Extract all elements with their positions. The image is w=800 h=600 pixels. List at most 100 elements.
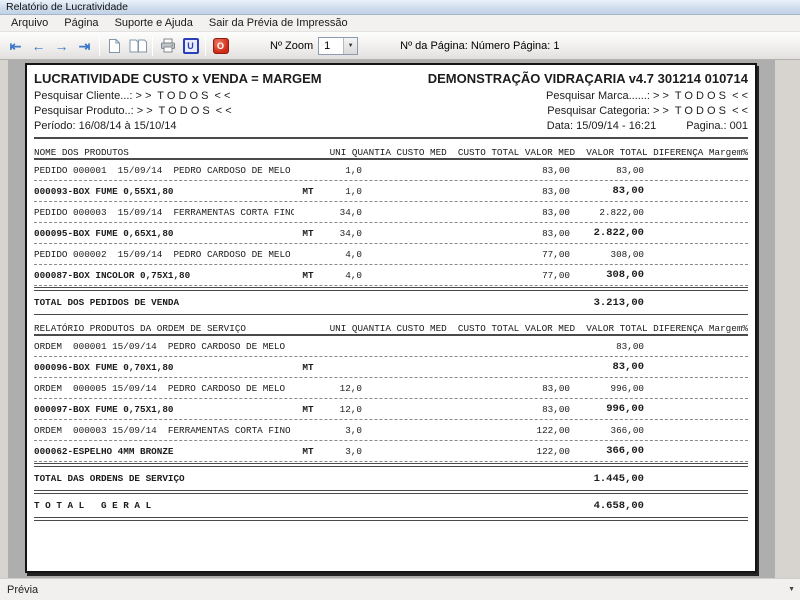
menu-arquivo[interactable]: Arquivo — [11, 17, 49, 29]
table-row: PEDIDO 000002 15/09/14 PEDRO CARDOSO DE … — [34, 244, 748, 265]
table-row: 000095-BOX FUME 0,65X1,80 MT 34,0 83,00 2.82… — [34, 223, 748, 244]
zoom-label: Nº Zoom — [270, 39, 314, 52]
filter-categoria: Pesquisar Categoria: > > T O D O S < < — [547, 105, 748, 117]
cell-uni: MT — [302, 445, 314, 457]
header-underline — [34, 334, 748, 336]
filter-cliente: Pesquisar Cliente...: > > T O D O S < < — [34, 90, 231, 102]
cell-quantia: 12,0 — [339, 403, 362, 415]
zoom-select[interactable]: 1 ▼ — [318, 36, 359, 55]
logo-u-icon: U — [182, 37, 199, 54]
cell-quantia: 34,0 — [339, 206, 362, 218]
cell-valor-total: 308,00 — [606, 269, 644, 281]
status-chevron-down-icon[interactable]: ▼ — [788, 586, 795, 593]
cell-valor-total: 83,00 — [612, 185, 644, 197]
filter-row-2: Pesquisar Produto..: > > T O D O S < < P… — [34, 104, 748, 119]
cell-valor-med: 77,00 — [542, 269, 570, 281]
menu-bar: Arquivo Página Suporte e Ajuda Sair da P… — [0, 15, 800, 32]
cell-uni: MT — [302, 269, 314, 281]
cell-uni: MT — [302, 403, 314, 415]
cell-product-name: ORDEM 000005 15/09/14 PEDRO CARDOSO DE M… — [34, 382, 286, 394]
toolbar-separator — [152, 35, 153, 56]
total-separator — [34, 287, 748, 291]
cell-valor-total: 366,00 — [610, 424, 644, 436]
menu-pagina[interactable]: Página — [64, 17, 99, 29]
header-underline — [34, 158, 748, 160]
last-page-button[interactable]: ⇥ — [73, 35, 96, 57]
cell-product-name: 000096-BOX FUME 0,70X1,80 — [34, 361, 174, 373]
cell-valor-total: 83,00 — [616, 340, 644, 352]
cell-valor-total: 996,00 — [606, 403, 644, 415]
cell-valor-med: 77,00 — [542, 248, 570, 260]
print-icon — [160, 38, 175, 53]
cell-valor-med: 122,00 — [536, 445, 570, 457]
report-title-row: LUCRATIVIDADE CUSTO x VENDA = MARGEM DEM… — [34, 71, 748, 86]
cell-product-name: ORDEM 000003 15/09/14 FERRAMENTAS CORTA … — [34, 424, 291, 436]
cell-product-name: PEDIDO 000002 15/09/14 PEDRO CARDOSO DE … — [34, 248, 291, 260]
cell-product-name: 000062-ESPELHO 4MM BRONZE — [34, 445, 174, 457]
menu-sair-da-previa[interactable]: Sair da Prévia de Impressão — [208, 17, 348, 29]
table-header-row: RELATÓRIO PRODUTOS DA ORDEM DE SERVIÇO UN… — [34, 319, 748, 334]
last-page-icon: ⇥ — [78, 37, 91, 54]
previous-page-button[interactable]: ← — [27, 35, 50, 57]
cell-uni: MT — [302, 185, 314, 197]
column-headers: UNI QUANTIA CUSTO MED CUSTO TOTAL VALOR … — [329, 323, 748, 334]
cell-valor-med: 83,00 — [542, 227, 570, 239]
table-row: 000097-BOX FUME 0,75X1,80 MT 12,0 83,00 996,… — [34, 399, 748, 420]
next-page-button[interactable]: → — [50, 35, 73, 57]
cell-valor-med: 122,00 — [536, 424, 570, 436]
status-bar: Prévia ▼ — [0, 578, 800, 600]
cell-quantia: 12,0 — [339, 382, 362, 394]
cell-valor-med: 83,00 — [542, 164, 570, 176]
toolbar-separator — [99, 35, 100, 56]
filter-produto: Pesquisar Produto..: > > T O D O S < < — [34, 105, 232, 117]
cell-uni: MT — [302, 361, 314, 373]
cell-valor-med: 83,00 — [542, 206, 570, 218]
cell-product-name: 000087-BOX INCOLOR 0,75X1,80 — [34, 269, 191, 281]
report-page: LUCRATIVIDADE CUSTO x VENDA = MARGEM DEM… — [25, 63, 757, 573]
first-page-button[interactable]: ⇤ — [4, 35, 27, 57]
cell-quantia: 3,0 — [345, 445, 362, 457]
cell-product-name: PEDIDO 000001 15/09/14 PEDRO CARDOSO DE … — [34, 164, 291, 176]
first-page-icon: ⇤ — [9, 37, 22, 54]
cell-quantia: 1,0 — [345, 185, 362, 197]
cell-valor-total: 366,00 — [606, 445, 644, 457]
filter-marca: Pesquisar Marca......: > > T O D O S < < — [546, 90, 748, 102]
section-total-row: 3.213,00 TOTAL DOS PEDIDOS DE VENDA — [34, 292, 748, 313]
grand-total-value: 4.658,00 — [593, 499, 644, 512]
two-pages-icon — [129, 39, 147, 52]
window-title: Relatório de Lucratividade — [6, 1, 128, 13]
table-row: 000087-BOX INCOLOR 0,75X1,80 MT 4,0 77,00 30… — [34, 265, 748, 286]
report-date: Data: 15/09/14 - 16:21 — [546, 120, 657, 132]
table-row: PEDIDO 000001 15/09/14 PEDRO CARDOSO DE … — [34, 160, 748, 181]
column-headers: UNI QUANTIA CUSTO MED CUSTO TOTAL VALOR … — [329, 147, 748, 158]
report-app-title: DEMONSTRAÇÃO VIDRAÇARIA v4.7 301214 0107… — [427, 71, 748, 86]
cell-product-name: PEDIDO 000003 15/09/14 FERRAMENTAS CORTA… — [34, 206, 294, 218]
power-icon: O — [212, 37, 229, 54]
report-page-number: Pagina.: 001 — [686, 120, 748, 132]
cell-quantia: 4,0 — [345, 248, 362, 260]
previous-page-icon: ← — [31, 37, 46, 54]
cell-valor-total: 83,00 — [612, 361, 644, 373]
title-bar[interactable]: Relatório de Lucratividade — [0, 0, 800, 15]
table-row: ORDEM 000001 15/09/14 PEDRO CARDOSO DE M… — [34, 336, 748, 357]
total-underline — [34, 490, 748, 494]
cell-valor-total: 996,00 — [610, 382, 644, 394]
single-page-icon — [109, 38, 120, 53]
filter-row-1: Pesquisar Cliente...: > > T O D O S < < … — [34, 89, 748, 104]
exit-preview-button[interactable]: O — [209, 35, 232, 57]
toolbar: ⇤ ← → ⇥ U O Nº Zoom 1 ▼ Nº da Página: Nú… — [0, 32, 800, 60]
column-header-name: NOME DOS PRODUTOS — [34, 147, 129, 158]
cell-quantia: 1,0 — [345, 164, 362, 176]
report-title: LUCRATIVIDADE CUSTO x VENDA = MARGEM — [34, 71, 322, 86]
print-button[interactable] — [156, 35, 179, 57]
toolbar-separator — [205, 35, 206, 56]
next-page-icon: → — [54, 37, 69, 54]
preview-workspace[interactable]: LUCRATIVIDADE CUSTO x VENDA = MARGEM DEM… — [0, 60, 800, 578]
single-page-view-button[interactable] — [103, 35, 126, 57]
cell-quantia: 4,0 — [345, 269, 362, 281]
two-page-view-button[interactable] — [126, 35, 149, 57]
menu-suporte-e-ajuda[interactable]: Suporte e Ajuda — [114, 17, 193, 29]
app-logo-button[interactable]: U — [179, 35, 202, 57]
cell-valor-total: 83,00 — [616, 164, 644, 176]
chevron-down-icon[interactable]: ▼ — [343, 37, 358, 54]
